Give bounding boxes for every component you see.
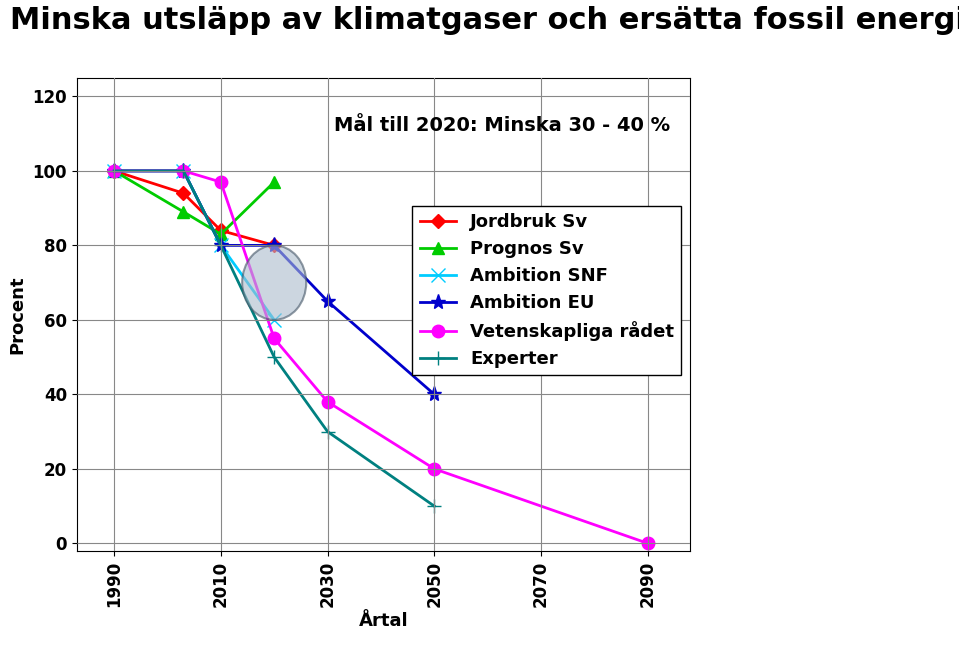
Line: Ambition EU: Ambition EU	[106, 163, 442, 402]
Experter	[429, 502, 440, 510]
Experter	[177, 167, 189, 175]
Prognos Sv	[177, 208, 189, 216]
Prognos Sv	[215, 230, 226, 238]
Jordbruk Sv	[215, 227, 226, 235]
Experter	[269, 353, 280, 361]
Vetenskapliga rådet	[269, 334, 280, 342]
Ellipse shape	[243, 246, 306, 320]
Ambition EU	[429, 391, 440, 399]
Ambition SNF	[108, 167, 120, 175]
Legend: Jordbruk Sv, Prognos Sv, Ambition SNF, Ambition EU, Vetenskapliga rådet, Experte: Jordbruk Sv, Prognos Sv, Ambition SNF, A…	[412, 206, 682, 375]
Vetenskapliga rådet	[642, 540, 653, 548]
Ambition EU	[108, 167, 120, 175]
Ambition EU	[269, 242, 280, 249]
Ambition SNF	[215, 242, 226, 249]
Experter	[322, 428, 334, 435]
Line: Vetenskapliga rådet: Vetenskapliga rådet	[107, 165, 654, 550]
Jordbruk Sv	[269, 242, 280, 249]
Text: Minska utsläpp av klimatgaser och ersätta fossil energi.: Minska utsläpp av klimatgaser och ersätt…	[10, 6, 959, 36]
Line: Jordbruk Sv: Jordbruk Sv	[109, 166, 279, 250]
Experter	[108, 167, 120, 175]
Ambition EU	[322, 297, 334, 305]
Ambition EU	[215, 242, 226, 249]
Vetenskapliga rådet	[215, 178, 226, 186]
Jordbruk Sv	[108, 167, 120, 175]
Vetenskapliga rådet	[177, 167, 189, 175]
Line: Ambition SNF: Ambition SNF	[107, 164, 281, 327]
Vetenskapliga rådet	[322, 398, 334, 406]
Ambition SNF	[269, 316, 280, 324]
X-axis label: Årtal: Årtal	[359, 612, 409, 631]
Line: Experter: Experter	[107, 164, 441, 513]
Ambition SNF	[177, 167, 189, 175]
Prognos Sv	[269, 178, 280, 186]
Experter	[215, 242, 226, 249]
Line: Prognos Sv: Prognos Sv	[108, 165, 280, 240]
Ambition EU	[177, 167, 189, 175]
Jordbruk Sv	[177, 189, 189, 197]
Prognos Sv	[108, 167, 120, 175]
Text: Mål till 2020: Minska 30 - 40 %: Mål till 2020: Minska 30 - 40 %	[335, 115, 670, 135]
Vetenskapliga rådet	[108, 167, 120, 175]
Vetenskapliga rådet	[429, 465, 440, 473]
Y-axis label: Procent: Procent	[9, 275, 27, 354]
